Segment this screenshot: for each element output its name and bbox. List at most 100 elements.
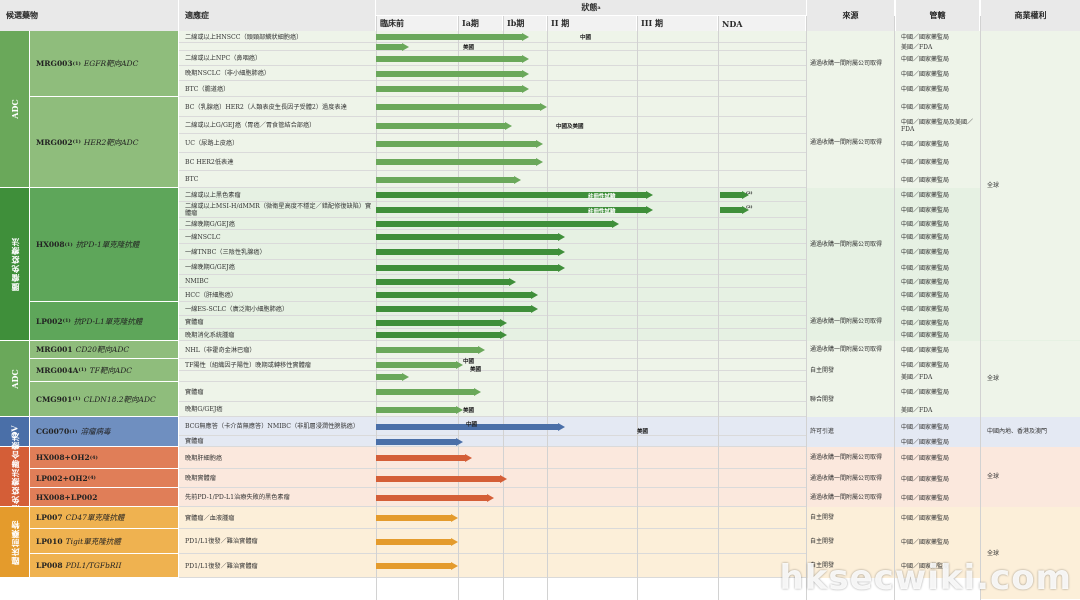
indication-16: NMIBC [185,278,209,285]
row-bg [179,171,1080,188]
row-bg [179,417,1080,436]
indication-18: 一線ES-SCLC（廣泛期小細胞肺癌） [185,305,289,313]
source-5: 自主開發 [810,366,835,374]
progress-bar [376,537,458,546]
indication-24: 實體瘤 [185,388,204,396]
indication-5: BC（乳腺癌）HER2（人類表皮生長因子受體2）過度表達 [185,103,347,111]
candidate-9: LP002+OH2 (4) [30,469,178,487]
candidate-name: HX008+OH2 [36,453,90,462]
row-bg [179,302,1080,316]
category-0: ADC [0,31,29,187]
row-divider [179,152,807,153]
indication-33: PD1/L1復發／難治實體瘤 [185,562,258,570]
category-1: 腫瘤免疫療法 [0,188,29,340]
nda-note: (2) [746,204,753,209]
regulator-30: 中國／國家藥監局 [901,494,950,502]
candidate-4: MRG001 CD20靶向ADC [30,341,178,358]
row-divider [179,65,807,66]
regulator-32: 中國／國家藥監局 [901,538,950,546]
candidate-name: MRG001 [36,345,73,354]
progress-bar [376,277,517,286]
row-bg [179,117,1080,134]
row-divider [179,50,807,51]
row-divider [179,370,807,371]
candidate-note: (1) [69,428,78,435]
indication-3: 晚期NSCLC（非小細胞肺癌） [185,70,271,77]
row-bg [179,288,1080,302]
indication-9: BTC [185,176,199,183]
row-bg [179,402,1080,417]
row-bg [179,275,1080,288]
row-divider [179,274,807,275]
row-bg [179,230,1080,244]
candidate-name: LP002 [36,316,63,326]
progress-bar [376,318,508,327]
candidate-target: CLDN18.2靶向ADC [83,394,156,404]
progress-bar [376,437,463,446]
candidate-name: LP008 [36,561,63,570]
candidate-name: HX008+LP002 [36,492,98,502]
progress-bar [376,233,565,241]
indication-1 [179,43,375,51]
regulator-16: 中國／國家藥監局 [901,278,950,286]
header-source: 來源 [807,0,894,31]
source-8: 通過收購一間附屬公司取得 [810,454,883,461]
candidate-note: (1) [72,139,81,145]
phase-header-5: NDA [718,16,805,31]
regulator-29: 中國／國家藥監局 [901,475,950,483]
indication-23 [179,371,375,382]
progress-bar [376,158,543,166]
indication-31: 實體瘤／血液腫瘤 [185,514,235,522]
candidate-1: MRG002 (1) HER2靶向ADC [30,97,178,187]
candidate-name: LP007 [36,513,63,522]
category-label: ADC [9,99,20,119]
progress-bar [376,248,565,256]
row-bg [179,43,1080,51]
regulator-9: 中國／國家藥監局 [901,176,950,184]
row-divider [179,42,807,43]
regulator-10: 中國／國家藥監局 [901,192,950,199]
candidate-10: HX008+LP002 [30,488,178,506]
bar-label: 美國 [470,367,482,373]
row-divider [179,80,807,81]
indication-22: TF陽性（組織因子陽性）晚期或轉移性實體瘤 [185,361,311,369]
indication-6: 二線或以上G/GEJ癌（胃癌／胃食管結合部癌） [185,122,316,129]
regulator-3: 中國／國家藥監局 [901,70,950,78]
nda-bar [720,206,749,214]
rights-2: 中國內地、香港及澳門 [981,417,1080,446]
regulator-15: 中國／國家藥監局 [901,264,950,272]
bar-label: 美國 [637,428,649,435]
regulator-8: 中國／國家藥監局 [901,159,950,166]
indication-21: NHL（非霍奇金淋巴瘤） [185,346,256,354]
row-divider [179,435,807,436]
row-divider [179,487,807,488]
regulator-7: 中國／國家藥監局 [901,140,950,148]
progress-bar [376,493,494,502]
candidate-note: (1) [72,396,81,402]
progress-bar [376,121,512,130]
row-divider [179,259,807,260]
source-9: 通過收購一間附屬公司取得 [810,474,883,482]
phase-header-4: III 期 [637,16,717,31]
watermark: hksecwiki.com [779,558,1072,598]
progress-bar [376,191,654,199]
progress-bar [376,372,409,381]
category-2: ADC [0,341,29,416]
nda-note: (2) [746,190,753,195]
source-10: 通過收購一間附屬公司取得 [810,493,883,501]
indication-0: 二線或以上HNSCC（頭頸部鱗狀細胞癌） [185,33,303,41]
progress-bar [376,305,539,313]
candidate-target: CD20靶向ADC [75,345,130,354]
regulator-33: 中國／國家藥監局 [901,563,950,570]
regulator-26: 中國／國家藥監局 [901,423,950,431]
progress-bar [376,33,530,41]
row-bg [179,81,1080,97]
row-divider [179,381,807,382]
candidate-2: HX008 (1) 抗PD-1單克隆抗體 [30,188,178,301]
candidate-target: 抗PD-L1單克隆抗體 [73,316,143,326]
row-divider [179,528,807,529]
row-divider [179,96,807,97]
candidate-name: MRG002 [36,137,73,147]
row-bg [179,97,1080,117]
category-3: OV [0,417,29,446]
